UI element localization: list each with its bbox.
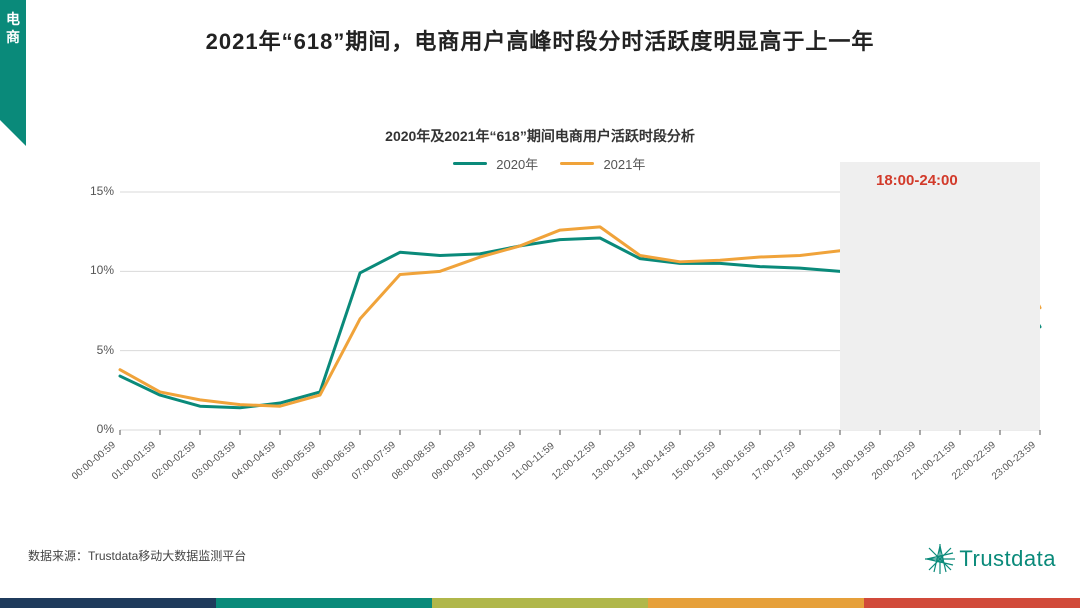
starburst-icon: [925, 544, 955, 574]
logo-text: Trustdata: [959, 546, 1056, 572]
chart-subtitle: 2020年及2021年“618”期间电商用户活跃时段分析: [0, 126, 1080, 146]
y-tick-label: 15%: [80, 184, 114, 198]
page-title: 2021年“618”期间，电商用户高峰时段分时活跃度明显高于上一年: [0, 24, 1080, 56]
highlight-region: [840, 162, 1040, 430]
legend-label-2021: 2021年: [603, 157, 645, 172]
y-tick-label: 0%: [80, 422, 114, 436]
side-tab: 电商: [0, 0, 26, 120]
data-source: 数据来源：Trustdata移动大数据监测平台: [28, 547, 246, 564]
legend-swatch-2021: [560, 162, 594, 165]
brand-logo: Trustdata: [925, 544, 1056, 574]
highlight-annotation: 18:00-24:00: [876, 172, 958, 189]
footer-color-bars: [0, 598, 1080, 608]
line-chart: 18:00-24:00 0%5%10%15% 00:00-00:5901:00-…: [80, 186, 1050, 486]
legend-label-2020: 2020年: [496, 157, 538, 172]
legend-swatch-2020: [453, 162, 487, 165]
y-tick-label: 10%: [80, 263, 114, 277]
y-tick-label: 5%: [80, 343, 114, 357]
